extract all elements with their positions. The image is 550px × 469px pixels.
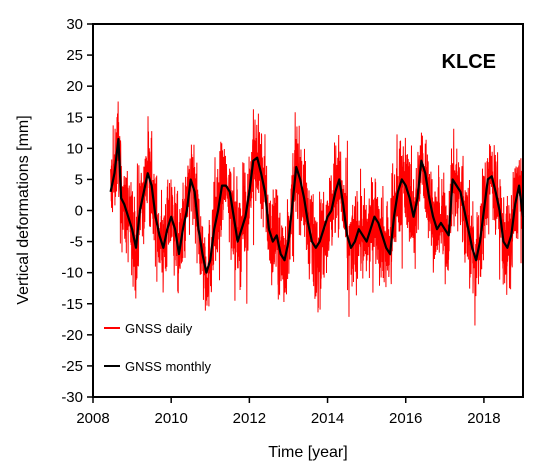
gnss-daily-series (110, 101, 524, 326)
legend: GNSS daily GNSS monthly (104, 321, 211, 374)
y-tick-label: 5 (75, 171, 83, 188)
y-tick-label: 20 (66, 78, 83, 95)
gnss-monthly-line (109, 137, 525, 274)
legend-label-daily: GNSS daily (125, 321, 193, 336)
y-tick-label: -20 (61, 327, 83, 344)
x-tick-label: 2018 (467, 410, 500, 427)
y-tick-label: -15 (61, 296, 83, 313)
y-tick-label: -5 (70, 234, 83, 251)
gnss-daily-line (110, 101, 524, 326)
y-tick-label: 15 (66, 109, 83, 126)
x-tick-label: 2012 (233, 410, 266, 427)
y-tick-label: 30 (66, 16, 83, 33)
x-tick-label: 2008 (76, 410, 109, 427)
legend-label-monthly: GNSS monthly (125, 359, 211, 374)
x-axis-title: Time [year] (268, 444, 347, 461)
y-tick-label: -30 (61, 389, 83, 406)
y-tick-label: -10 (61, 265, 83, 282)
y-tick-label: 25 (66, 47, 83, 64)
x-tick-label: 2016 (389, 410, 422, 427)
y-tick-label: 0 (75, 203, 83, 220)
x-tick-label: 2010 (154, 410, 187, 427)
y-axis-title: Vertical deformations [mm] (15, 115, 32, 304)
y-tick-label: 10 (66, 140, 83, 157)
station-label: KLCE (442, 51, 496, 73)
y-axis: 30 25 20 15 10 5 0 -5 -10 -15 -20 -25 -30 (61, 16, 93, 406)
y-tick-label: -25 (61, 358, 83, 375)
gnss-monthly-series (109, 137, 525, 274)
x-tick-label: 2014 (311, 410, 344, 427)
x-axis: 2008 2010 2012 2014 2016 2018 (76, 397, 501, 427)
